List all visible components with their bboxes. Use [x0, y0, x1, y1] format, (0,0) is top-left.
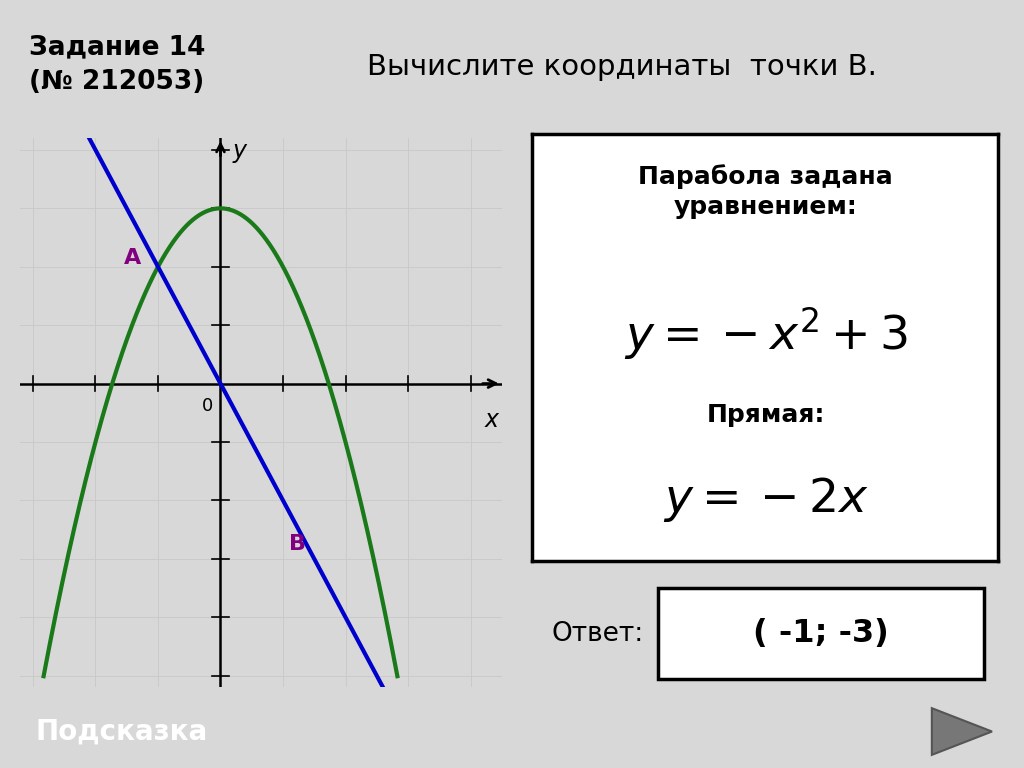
Text: $y = -2x$: $y = -2x$: [663, 475, 868, 525]
Text: A: A: [124, 248, 141, 268]
Text: B: B: [289, 534, 306, 554]
Text: Прямая:: Прямая:: [707, 403, 824, 427]
FancyBboxPatch shape: [658, 588, 984, 679]
Text: $0$: $0$: [201, 397, 213, 415]
Text: Ответ:: Ответ:: [551, 621, 643, 647]
Text: Вычислите координаты  точки В.: Вычислите координаты точки В.: [368, 53, 878, 81]
Text: Парабола задана
уравнением:: Парабола задана уравнением:: [638, 164, 893, 219]
Text: Подсказка: Подсказка: [36, 717, 208, 746]
Text: $y = -x^2 + 3$: $y = -x^2 + 3$: [624, 305, 907, 362]
Text: ( -1; -3): ( -1; -3): [754, 618, 889, 649]
Text: $\mathit{y}$: $\mathit{y}$: [231, 141, 249, 165]
Text: Задание 14
(№ 212053): Задание 14 (№ 212053): [29, 35, 206, 94]
Polygon shape: [932, 708, 992, 755]
Text: $\mathit{x}$: $\mathit{x}$: [484, 408, 501, 432]
